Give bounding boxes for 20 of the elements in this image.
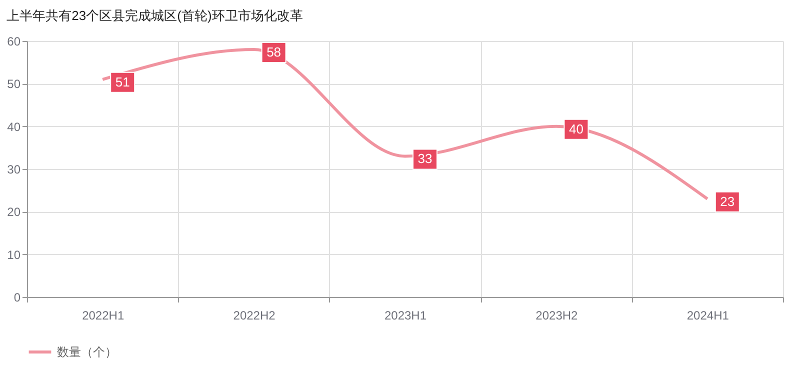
line-series <box>101 48 709 200</box>
data-label: 33 <box>418 151 432 166</box>
x-tick-label: 2023H2 <box>536 308 578 322</box>
x-tick-label: 2022H2 <box>233 308 276 322</box>
x-tick-label: 2024H1 <box>686 308 730 322</box>
y-tick-label: 40 <box>7 120 21 134</box>
y-tick-label: 60 <box>7 34 21 48</box>
y-tick-label: 30 <box>7 162 21 176</box>
y-tick-label: 0 <box>14 290 21 304</box>
x-tick-label: 2022H1 <box>82 308 124 322</box>
data-label: 23 <box>720 194 735 209</box>
data-label: 58 <box>266 44 282 60</box>
y-tick-label: 10 <box>7 248 21 262</box>
chart-title: 上半年共有23个区县完成城区(首轮)环卫市场化改革 <box>6 8 303 23</box>
data-label: 40 <box>568 121 584 136</box>
y-tick-label: 20 <box>7 205 21 220</box>
data-label: 51 <box>115 74 130 90</box>
y-tick-label: 50 <box>7 77 21 92</box>
legend-label: 数量（个） <box>57 345 117 359</box>
x-tick-label: 2023H1 <box>384 308 427 322</box>
